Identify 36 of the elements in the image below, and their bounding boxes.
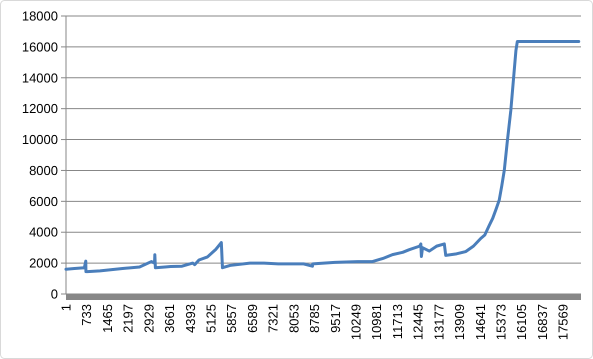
x-tick-label: 1465 [100, 304, 115, 333]
y-tick-label: 12000 [22, 101, 58, 116]
x-tick-label: 2197 [120, 304, 136, 333]
x-tick-label: 8785 [307, 304, 322, 333]
x-tick-label: 14641 [472, 304, 488, 340]
x-tick-label: 10249 [348, 304, 364, 340]
x-tick-label: 4393 [182, 304, 198, 333]
x-tick-label: 13909 [452, 304, 468, 340]
line-series [64, 40, 580, 274]
x-tick-label: 5125 [204, 304, 218, 333]
y-tick-label: 18000 [22, 8, 58, 24]
x-tick-label: 5857 [224, 304, 240, 333]
y-tick-label: 2000 [29, 256, 58, 271]
x-tick-label: 9517 [328, 304, 343, 333]
y-tick-label: 14000 [22, 70, 58, 86]
y-tick-label: 6000 [29, 194, 58, 209]
y-tick-label: 10000 [22, 132, 58, 148]
x-tick-label: 11713 [390, 304, 405, 340]
x-tick-label: 16837 [534, 304, 550, 340]
x-tick-label: 3661 [162, 304, 178, 333]
x-tick-label: 12445 [410, 304, 426, 340]
x-tick-label: 6589 [244, 304, 260, 333]
x-tick-label: 16105 [514, 304, 530, 340]
x-tick-label: 8053 [286, 304, 302, 333]
y-tick-label: 16000 [22, 39, 58, 54]
y-tick-label: 0 [50, 286, 58, 302]
x-tick-label: 10981 [369, 304, 384, 340]
x-tick-label: 7321 [266, 304, 281, 333]
x-tick-label: 1 [58, 304, 74, 312]
x-tick-label: 17569 [556, 304, 571, 340]
y-tick-label: 8000 [29, 162, 58, 178]
x-tick-label: 2929 [141, 304, 156, 333]
x-tick-label: 13177 [431, 304, 446, 340]
x-tick-label: 733 [79, 304, 94, 326]
x-tick-label: 15373 [494, 304, 508, 340]
y-tick-label: 4000 [29, 224, 58, 240]
